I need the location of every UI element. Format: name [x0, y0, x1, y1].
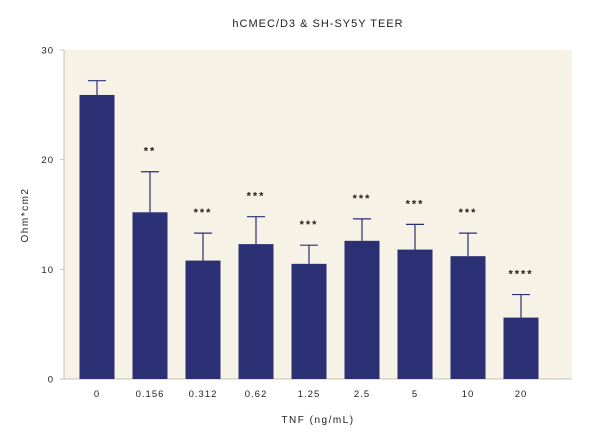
x-tick-label: 10	[462, 389, 475, 400]
significance-label: ***	[459, 207, 478, 219]
x-tick-label: 20	[515, 389, 528, 400]
bar	[238, 244, 274, 379]
significance-label: ***	[300, 219, 319, 231]
bar	[79, 94, 115, 380]
x-tick-label: 5	[412, 389, 418, 400]
significance-labels-group: ************** **********	[144, 146, 533, 281]
bar	[344, 240, 380, 379]
x-tick-labels-group: 0 0.156 0.312 0.62 1.25 2.5 5 10 20	[94, 389, 528, 400]
y-tick-label: 0	[48, 375, 54, 386]
bar	[185, 260, 221, 379]
bar	[450, 256, 486, 379]
bar	[503, 317, 539, 379]
y-tick-label: 20	[41, 155, 54, 166]
x-tick-label: 0.312	[189, 389, 218, 400]
x-tick-label: 1.25	[298, 389, 321, 400]
significance-label: **	[144, 146, 157, 158]
significance-label: ***	[247, 191, 266, 203]
y-axis-label: Ohm*cm2	[20, 188, 31, 243]
bar	[397, 249, 433, 379]
significance-label: ****	[508, 269, 533, 281]
y-tick-label: 30	[41, 46, 54, 57]
x-tick-label: 2.5	[354, 389, 370, 400]
significance-label: ***	[194, 207, 213, 219]
error-bars-group	[88, 80, 530, 318]
x-tick-label: 0	[94, 389, 100, 400]
x-tick-label: 0.156	[136, 389, 165, 400]
bar	[132, 212, 168, 379]
significance-label: ***	[406, 198, 425, 210]
x-tick-label: 0.62	[245, 389, 268, 400]
x-axis-label: TNF (ng/mL)	[281, 415, 354, 426]
bars-group	[79, 94, 539, 380]
y-tick-label: 10	[41, 265, 54, 276]
chart-title: hCMEC/D3 & SH-SY5Y TEER	[232, 18, 403, 30]
bar	[291, 263, 327, 379]
significance-label: ***	[353, 193, 372, 205]
